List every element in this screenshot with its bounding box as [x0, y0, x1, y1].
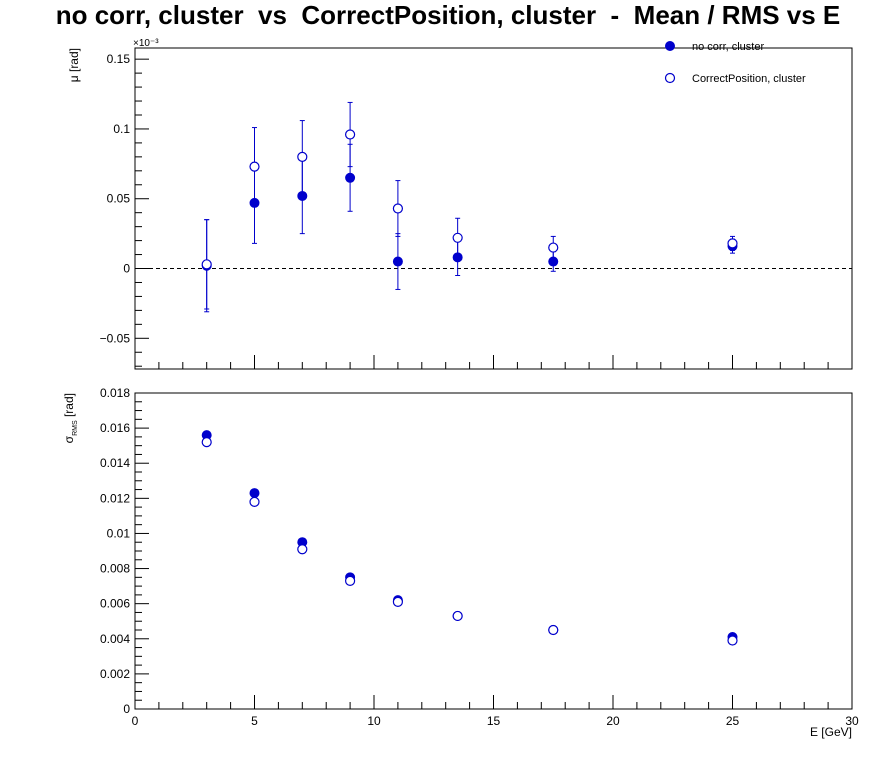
legend-label: CorrectPosition, cluster [692, 73, 806, 85]
x-tick-label: 20 [606, 714, 620, 728]
point-open [452, 610, 463, 622]
plot-frame [134, 392, 853, 710]
point-open [249, 496, 260, 507]
y-tick-label: 0.008 [100, 562, 130, 576]
point-open [201, 259, 212, 270]
y-tick-label: 0.002 [100, 667, 130, 681]
y-tick-label: 0.012 [100, 491, 130, 505]
y-tick-label: 0 [123, 702, 130, 716]
point-filled [249, 488, 260, 499]
point-open [297, 151, 308, 162]
y-tick-label: 0 [123, 262, 130, 276]
legend-label: no corr, cluster [692, 41, 764, 53]
y-exponent-label: ×10⁻³ [133, 38, 159, 49]
y-tick-label: 0.15 [107, 52, 131, 66]
point-open [392, 203, 403, 214]
x-tick-label: 0 [132, 714, 139, 728]
point-open [452, 232, 463, 243]
rms-panel: 0 0.002 0.004 0.006 0.008 0.01 0.012 0.014 0.016… [62, 386, 859, 739]
chart-title: no corr, cluster vs CorrectPosition, clu… [55, 0, 841, 30]
y-tick-label: 0.018 [100, 386, 130, 400]
legend-marker-filled [665, 41, 675, 51]
x-tick-label: 15 [487, 714, 501, 728]
plot-frame [134, 47, 853, 370]
y-tick-label: 0.014 [100, 456, 130, 470]
point-open [392, 596, 403, 608]
point-open [548, 242, 559, 253]
point-filled [392, 256, 403, 267]
legend-marker-open [664, 72, 676, 84]
point-open [548, 624, 559, 636]
point-filled [345, 172, 356, 183]
point-open [727, 635, 738, 646]
mean-panel: −0.05 0 0.05 0.1 0.15×10⁻³ μ [rad] [67, 38, 853, 370]
legend: no corr, cluster CorrectPosition, cluster [664, 41, 806, 85]
point-open [345, 129, 356, 140]
y-tick-label: −0.05 [100, 331, 131, 345]
y-tick-label: 0.01 [107, 526, 131, 540]
x-tick-label: 10 [367, 714, 381, 728]
y-tick-label: 0.004 [100, 632, 130, 646]
y-tick-label: 0.05 [107, 192, 131, 206]
point-open [201, 437, 212, 448]
y-tick-label: 0.016 [100, 421, 130, 435]
point-open [345, 575, 356, 586]
y-tick-label: 0.1 [113, 122, 130, 136]
y-axis-title: μ [rad] [67, 48, 81, 82]
point-open [727, 238, 738, 249]
x-tick-label: 5 [251, 714, 258, 728]
x-tick-label: 25 [726, 714, 740, 728]
y-axis-title: σRMS [rad] [62, 393, 79, 443]
point-open [297, 544, 308, 555]
y-tick-label: 0.006 [100, 597, 130, 611]
point-open [249, 161, 260, 172]
x-axis-title: E [GeV] [810, 725, 852, 739]
x-tick-label: 30 [845, 714, 859, 728]
